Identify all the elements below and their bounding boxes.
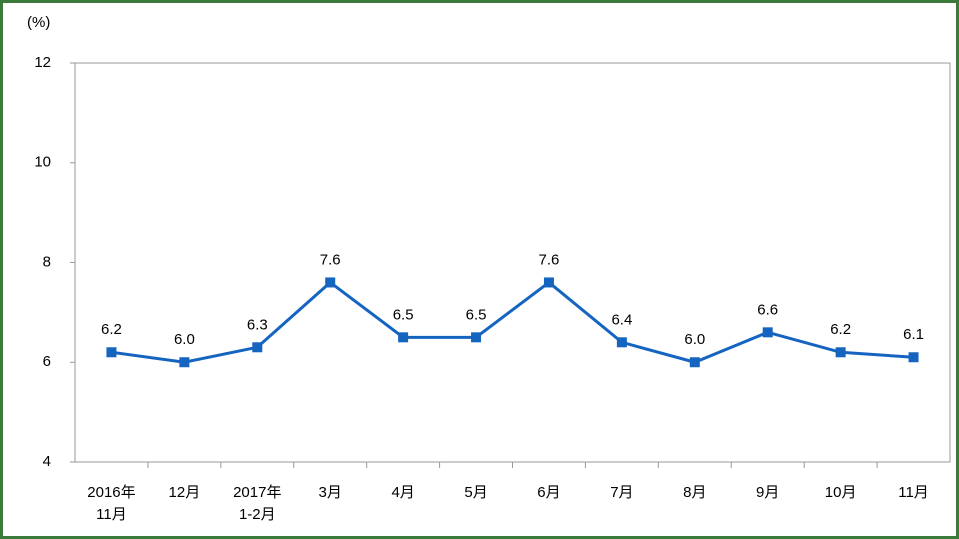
- marker: [835, 347, 846, 358]
- x-tick-label: 2016年 11月: [87, 484, 136, 523]
- line: [111, 280, 914, 364]
- marker: [543, 277, 554, 288]
- x-tick-label: 4月: [391, 484, 415, 501]
- y-tick-label: 8: [43, 253, 51, 270]
- x-tick-label: 5月: [464, 484, 488, 501]
- marker: [689, 357, 700, 368]
- x-tick-label: 7月: [610, 484, 634, 501]
- data-label: 6.4: [611, 311, 632, 328]
- data-label: 7.6: [539, 251, 560, 268]
- marker: [616, 337, 627, 348]
- y-tick-label: 4: [43, 453, 51, 470]
- data-label: 6.5: [466, 306, 487, 323]
- data-label: 6.3: [247, 316, 268, 333]
- y-axis-label: (%): [27, 14, 50, 31]
- data-label: 6.1: [903, 326, 924, 343]
- y-tick-label: 10: [34, 154, 51, 171]
- marker: [325, 277, 336, 288]
- marker: [179, 357, 190, 368]
- x-tick-label: 6月: [537, 484, 561, 501]
- data-label: 6.2: [101, 321, 122, 338]
- marker: [762, 327, 773, 338]
- data-label: 6.0: [174, 331, 195, 348]
- y-tick-label: 6: [43, 353, 51, 370]
- marker: [471, 332, 482, 343]
- marker: [398, 332, 409, 343]
- data-label: 6.0: [684, 331, 705, 348]
- marker: [252, 342, 263, 353]
- data-label: 7.6: [320, 251, 341, 268]
- data-label: 6.5: [393, 306, 414, 323]
- plot-area: [74, 62, 951, 463]
- x-tick-label: 11月: [898, 484, 929, 501]
- x-tick-label: 9月: [756, 484, 780, 501]
- data-label: 6.2: [830, 321, 851, 338]
- marker: [106, 347, 117, 358]
- x-tick-label: 10月: [824, 484, 857, 501]
- x-tick-label: 12月: [168, 484, 201, 501]
- data-label: 6.6: [757, 301, 778, 318]
- y-tick-label: 12: [34, 54, 51, 71]
- x-tick-label: 2017年 1-2月: [233, 484, 282, 523]
- x-tick-label: 8月: [683, 484, 707, 501]
- chart: (%) 4 6 8 10 12 6.2 6.0 6.3 7.6 6.5 6.5 7.6 6.4 6.0 6.…: [27, 14, 951, 470]
- x-tick-label: 3月: [318, 484, 342, 501]
- marker: [908, 352, 919, 363]
